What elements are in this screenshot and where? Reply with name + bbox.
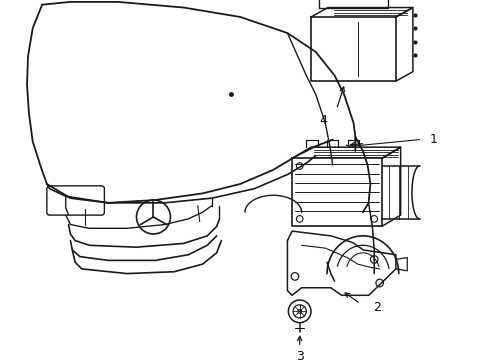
Text: 1: 1: [429, 133, 437, 146]
Text: 4: 4: [319, 114, 327, 127]
Text: 2: 2: [373, 301, 381, 314]
Text: 3: 3: [295, 350, 303, 360]
